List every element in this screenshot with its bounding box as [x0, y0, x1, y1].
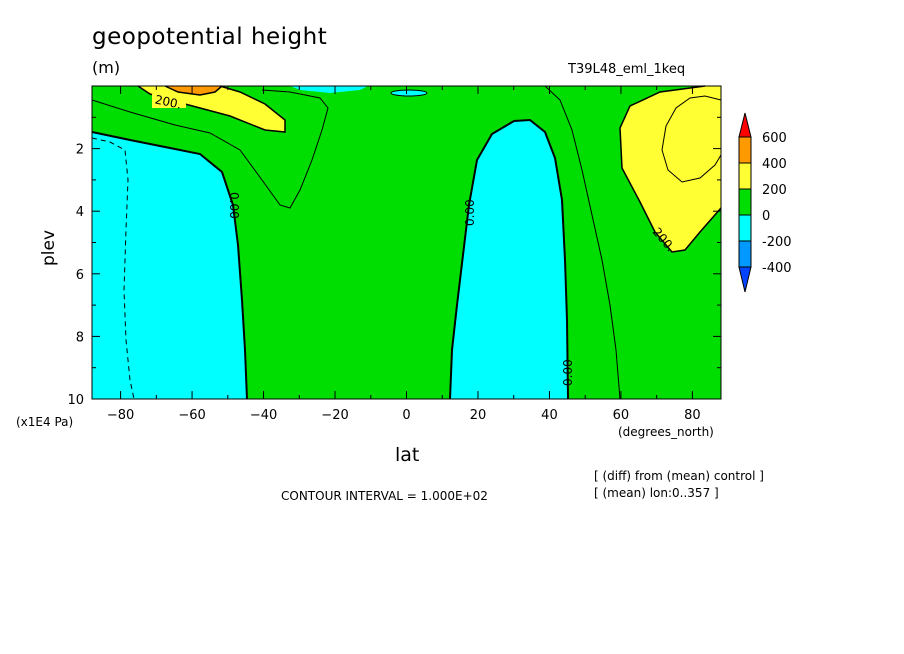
contour-dashed-sh — [91, 137, 135, 400]
cyan-region-eq — [450, 120, 568, 399]
contour-thin-nh-b — [661, 95, 722, 183]
x-tick-label: 0 — [402, 408, 410, 423]
x-tick-label: −20 — [321, 408, 348, 423]
x-axis-label: lat — [395, 444, 420, 466]
y-tick-label: 6 — [76, 268, 84, 283]
y-tick-label: 10 — [67, 393, 84, 408]
colorbar-label-200: 200 — [762, 183, 787, 198]
colorbar-label-m200: -200 — [762, 235, 792, 250]
contour-label-0-eq: 0.00 — [463, 199, 477, 226]
plot-area: 200. 0.00 0.00 0.00 200. — [91, 85, 722, 400]
run-label: T39L48_eml_1keq — [568, 62, 686, 77]
colorbar-label-600: 600 — [762, 131, 787, 146]
colorbar-swatch-m400-m200 — [738, 240, 752, 268]
cyan-region-sh — [92, 132, 247, 399]
colorbar-label-400: 400 — [762, 157, 787, 172]
y-tick-label: 2 — [76, 143, 84, 158]
x-axis: −80 −60 −40 −20 0 20 40 60 80 — [107, 86, 701, 423]
colorbar-swatch-0-200 — [738, 188, 752, 216]
colorbar-label-m400: -400 — [762, 261, 792, 276]
y-tick-label: 4 — [76, 205, 84, 220]
colorbar-top-triangle — [738, 112, 752, 138]
colorbar-swatch-200-400 — [738, 162, 752, 190]
colorbar: 600 400 200 0 -200 -400 — [738, 112, 792, 293]
note-diff: [ (diff) from (mean) control ] — [594, 469, 764, 483]
cyan-patch-top-eq — [390, 89, 428, 97]
contour-interval: CONTOUR INTERVAL = 1.000E+02 — [281, 489, 488, 503]
x-tick-label: 60 — [613, 408, 630, 423]
contour-label-0-sh: 0.00 — [227, 192, 241, 219]
x-tick-label: 80 — [684, 408, 701, 423]
contour-labels: 200. 0.00 0.00 0.00 200. — [152, 92, 678, 386]
colorbar-label-0: 0 — [762, 209, 770, 224]
x-tick-label: −40 — [250, 408, 277, 423]
cyan-patch-top-mid — [290, 86, 368, 93]
contour-label-200-sh: 200. — [154, 92, 183, 111]
x-tick-label: −80 — [107, 408, 134, 423]
contour-zero-eq — [449, 118, 569, 400]
x-tick-label: 40 — [541, 408, 558, 423]
contour-thin-sh — [91, 89, 329, 209]
contour-zero-sh — [91, 131, 248, 400]
y-axis-unit: (x1E4 Pa) — [16, 415, 74, 429]
contour-200-nh — [619, 85, 722, 253]
note-mean: [ (mean) lon:0..357 ] — [594, 486, 719, 500]
contour-thin-nh-a — [544, 85, 621, 400]
colorbar-bottom-triangle — [738, 266, 752, 293]
contour-400-sh — [164, 85, 223, 96]
y-tick-label: 8 — [76, 330, 84, 345]
colorbar-swatch-m200-0 — [738, 214, 752, 242]
x-tick-label: −60 — [178, 408, 205, 423]
chart-title: geopotential height — [92, 24, 328, 50]
x-tick-label: 20 — [470, 408, 487, 423]
colorbar-swatch-400-600 — [738, 136, 752, 164]
y-axis: 2 4 6 8 10 — [67, 116, 721, 408]
y-axis-label: plev — [39, 230, 59, 266]
contour-label-0-nh: 0.00 — [561, 359, 575, 386]
yellow-region-nh — [620, 86, 721, 252]
x-axis-unit: (degrees_north) — [618, 425, 714, 439]
chart-units: (m) — [92, 58, 121, 77]
